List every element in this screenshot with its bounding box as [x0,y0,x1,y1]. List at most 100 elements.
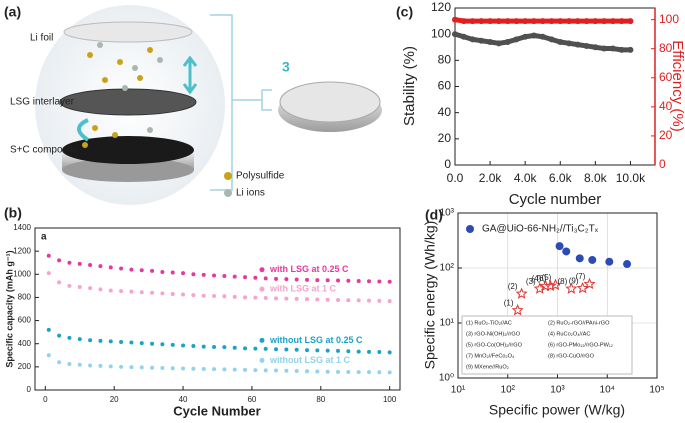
y-tick-label: 200 [18,362,32,371]
point [367,298,372,303]
point [253,275,258,280]
point [522,33,529,40]
y-tick-label: 0 [444,157,451,171]
point [356,298,361,303]
point [469,36,476,43]
panel-label: (a) [4,4,21,20]
point [495,18,502,25]
point [566,18,573,25]
point [305,369,310,374]
point [305,277,310,282]
case-bottom [62,158,194,182]
point [139,290,144,295]
point [253,295,258,300]
y-tick-label: 100 [431,26,451,40]
point [346,298,351,303]
point-label: (9) [569,276,579,285]
point [315,348,320,353]
point [627,46,634,53]
y-tick-label: 1000 [13,269,31,278]
point [170,366,175,371]
point [356,370,361,375]
legend-marker [259,267,265,273]
point [504,18,511,25]
point-label: (4) [532,274,542,283]
point [222,274,227,279]
panel-label: (c) [396,4,413,20]
y-tick-label: 10¹ [440,318,455,329]
sc-composite [62,136,194,164]
point [548,36,555,43]
legend-label: GA@UiO-66-NH₂//Ti₃C₂Tₓ [482,224,599,235]
point [469,18,476,25]
point [263,296,268,301]
key-label: Li ions [236,188,265,199]
point [212,294,217,299]
y2-tick-label: 40 [659,99,673,113]
y-tick-label: 1400 [13,223,31,232]
point [356,349,361,354]
point [336,278,341,283]
point [98,287,103,292]
point [356,278,361,283]
legend-marker [259,357,265,363]
point [325,369,330,374]
point-label: (3) [526,277,536,286]
point [88,286,93,291]
point [478,37,485,44]
plot-frame [454,7,656,166]
point [150,365,155,370]
point [46,271,51,276]
point [315,278,320,283]
point [98,338,103,343]
x-tick-label: 0 [43,395,48,404]
point [139,268,144,273]
point [377,298,382,303]
point [574,18,581,25]
point [232,345,237,350]
point [575,254,584,263]
y2-tick-label: 80 [659,41,673,55]
panel-label: (d) [425,207,443,223]
point [57,360,62,365]
polysulfide-key [224,172,232,180]
point [98,264,103,269]
note: (6) rGO-PMo₁₂//rGO-PW₁₂ [548,342,613,348]
point [181,271,186,276]
point [108,364,113,369]
notes-box [461,315,633,375]
note: (3) rGO-Ni(OH)₂//rGO [466,331,521,337]
point [346,349,351,354]
y-axis-label: Specific energy (Wh/kg) [422,221,438,370]
point [274,296,279,301]
y-tick-label: 600 [18,316,32,325]
point [274,347,279,352]
li-key [224,189,232,197]
legend-label: with LSG at 0.25 C [269,264,349,274]
point [627,18,634,25]
point [212,273,217,278]
point [346,278,351,283]
point [243,275,248,280]
point [119,289,124,294]
point [609,45,616,52]
point [201,344,206,349]
point [305,348,310,353]
y-axis-label: Stability (%) [401,46,418,126]
star-point [583,277,596,290]
x-tick-label: 20 [110,395,119,404]
point [150,290,155,295]
point [222,345,227,350]
x-tick-label: 10¹ [451,385,466,396]
point [191,366,196,371]
point [150,341,155,346]
x-tick-label: 100 [383,395,397,404]
legend-marker [259,337,265,343]
point [67,335,72,340]
point [557,39,564,46]
legend-label: without LSG at 1 C [269,355,350,365]
note: (1) RuO₂-TiO₂//AC [466,320,512,326]
y2-tick-label: 20 [659,128,673,142]
panel-label: (b) [4,205,22,221]
